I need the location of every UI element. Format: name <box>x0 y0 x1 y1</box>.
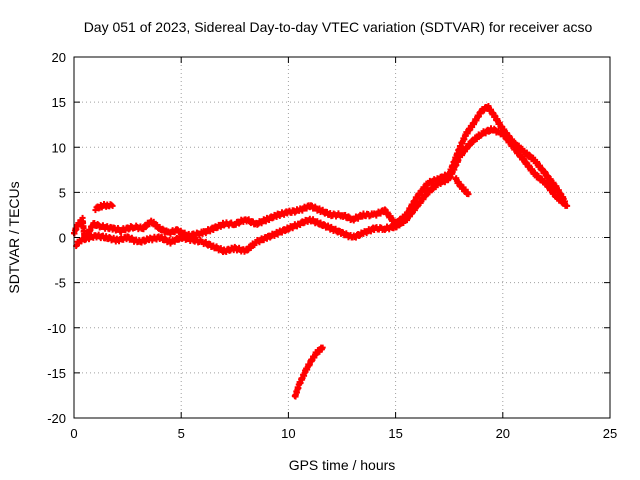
x-tick-label: 25 <box>603 426 617 441</box>
tick-layer: 0 5 10 15 20 25 -20 -15 -10 -5 0 5 10 15 20 <box>47 50 617 441</box>
x-tick-label: 20 <box>496 426 510 441</box>
x-tick-label: 0 <box>70 426 77 441</box>
x-tick-label: 15 <box>388 426 402 441</box>
series-group <box>92 201 116 214</box>
x-tick-label: 5 <box>178 426 185 441</box>
y-tick-label: 0 <box>59 231 66 246</box>
y-tick-label: -10 <box>47 321 66 336</box>
series-group <box>452 175 472 198</box>
grid-layer <box>74 57 610 418</box>
data-layer <box>71 102 571 400</box>
series-group <box>291 344 326 400</box>
y-tick-label: -20 <box>47 411 66 426</box>
y-tick-label: 5 <box>59 185 66 200</box>
y-axis-label: SDTVAR / TECUs <box>6 181 22 293</box>
y-tick-label: 15 <box>52 95 66 110</box>
series-group <box>73 125 571 256</box>
y-tick-label: 10 <box>52 140 66 155</box>
x-tick-label: 10 <box>281 426 295 441</box>
x-axis-label: GPS time / hours <box>289 457 396 473</box>
y-tick-label: -5 <box>54 276 66 291</box>
y-tick-label: -15 <box>47 366 66 381</box>
y-tick-label: 20 <box>52 50 66 65</box>
chart-title: Day 051 of 2023, Sidereal Day-to-day VTE… <box>84 19 593 35</box>
